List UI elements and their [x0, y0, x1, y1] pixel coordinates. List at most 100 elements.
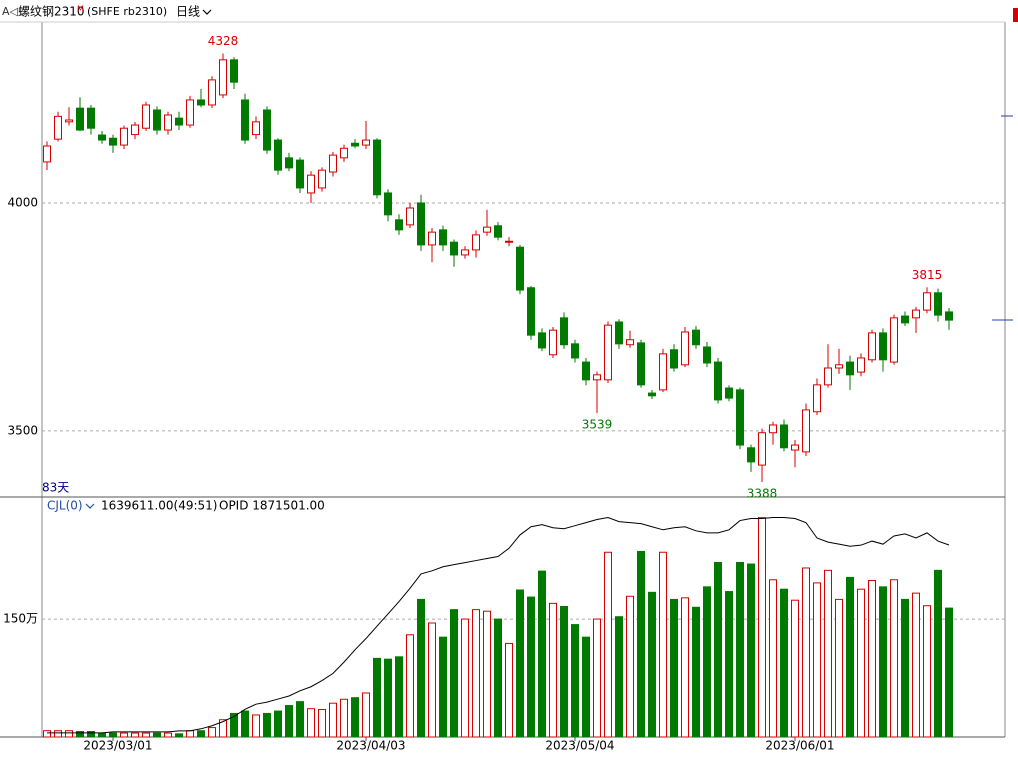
volume-chevron[interactable] [85, 503, 95, 509]
candle-body [109, 137, 117, 146]
extreme-label: 4328 [208, 34, 239, 48]
candle-body [340, 147, 348, 159]
volume-bar [98, 732, 106, 738]
candle-body [439, 229, 447, 246]
candle-body [934, 292, 942, 316]
volume-bar [923, 605, 931, 738]
candle-body [417, 202, 425, 246]
x-tick-label: 2023/03/01 [83, 739, 152, 753]
candle-body [142, 104, 150, 129]
candle-body [945, 311, 953, 321]
volume-bar [912, 592, 920, 738]
volume-bar [373, 657, 381, 738]
volume-bar [868, 580, 876, 738]
volume-bar [681, 597, 689, 738]
candle-body [252, 121, 260, 136]
extreme-label: 3815 [912, 268, 943, 282]
volume-bar [945, 607, 953, 738]
volume-bar [604, 551, 612, 738]
candle-body [604, 324, 612, 381]
volume-bar [197, 730, 205, 738]
volume-bar [648, 591, 656, 738]
period-selector[interactable]: 日线 [176, 5, 200, 19]
volume-bar [659, 551, 667, 738]
volume-header[interactable]: CJL(0) [47, 499, 83, 513]
volume-bar [131, 732, 139, 738]
volume-bar [395, 656, 403, 738]
candle-body [208, 79, 216, 106]
volume-bar [439, 636, 447, 738]
candle-body [626, 339, 634, 346]
volume-bar [428, 622, 436, 738]
candle-body [406, 207, 414, 226]
candle-body [241, 99, 249, 141]
volume-bar [813, 582, 821, 738]
volume-bar [87, 730, 95, 738]
volume-bar [758, 517, 766, 738]
candle-body [879, 332, 887, 361]
candle-body [197, 99, 205, 106]
volume-bar [142, 732, 150, 738]
volume-bar [637, 550, 645, 738]
candle-body [670, 349, 678, 369]
volume-bar [890, 579, 898, 738]
candle-body [813, 384, 821, 413]
volume-bar [109, 732, 117, 738]
toolbar-icon[interactable]: A◁ [2, 5, 19, 18]
x-tick-label: 2023/04/03 [336, 739, 405, 753]
candle-body [54, 115, 62, 140]
candle-body [912, 309, 920, 319]
volume-bar [307, 708, 315, 738]
period-chevron[interactable] [202, 9, 212, 15]
volume-bar [934, 569, 942, 738]
candle-body [318, 169, 326, 189]
candle-body [516, 246, 524, 291]
candle-body [43, 145, 51, 163]
open-interest-line [47, 516, 950, 734]
candle-body [571, 343, 579, 359]
volume-bar [263, 712, 271, 738]
candle-body [857, 357, 865, 373]
volume-bar [241, 710, 249, 738]
title-badge: M [77, 5, 84, 14]
volume-bar [362, 692, 370, 738]
volume-bar [54, 730, 62, 738]
candle-body [747, 447, 755, 463]
volume-bar [879, 586, 887, 738]
candle-body [87, 107, 95, 129]
candle-body [560, 317, 568, 346]
header: A◁ 螺纹钢2310 M (SHFE rb2310) 日线 [2, 5, 212, 19]
volume-tick-label: 150万 [3, 612, 38, 626]
candle-body [868, 332, 876, 361]
volume-bar [351, 697, 359, 738]
volume-bar [725, 591, 733, 738]
volume-bar [582, 636, 590, 738]
candle-body [659, 353, 667, 391]
y-tick-label: 4000 [7, 195, 38, 209]
candle-body [461, 249, 469, 256]
candle-body [307, 174, 315, 194]
volume-bar [384, 658, 392, 738]
volume-bar [846, 576, 854, 738]
volume-bar [835, 598, 843, 738]
candle-body [648, 392, 656, 397]
candle-body [373, 139, 381, 196]
candle-body [351, 142, 359, 147]
volume-bar [571, 624, 579, 738]
volume-bar [747, 563, 755, 738]
volume-bar [340, 698, 348, 738]
volume-bar [472, 609, 480, 738]
candle-body [549, 329, 557, 356]
volume-bar [593, 618, 601, 738]
candle-body [538, 332, 546, 349]
candle-body [824, 367, 832, 386]
volume-bar [857, 588, 865, 738]
volume-bar [252, 714, 260, 738]
volume-bar [65, 730, 73, 738]
volume-bar [175, 733, 183, 738]
candle-body [527, 287, 535, 336]
volume-bar [450, 609, 458, 738]
volume-bar [736, 561, 744, 738]
candle-body [593, 374, 601, 381]
